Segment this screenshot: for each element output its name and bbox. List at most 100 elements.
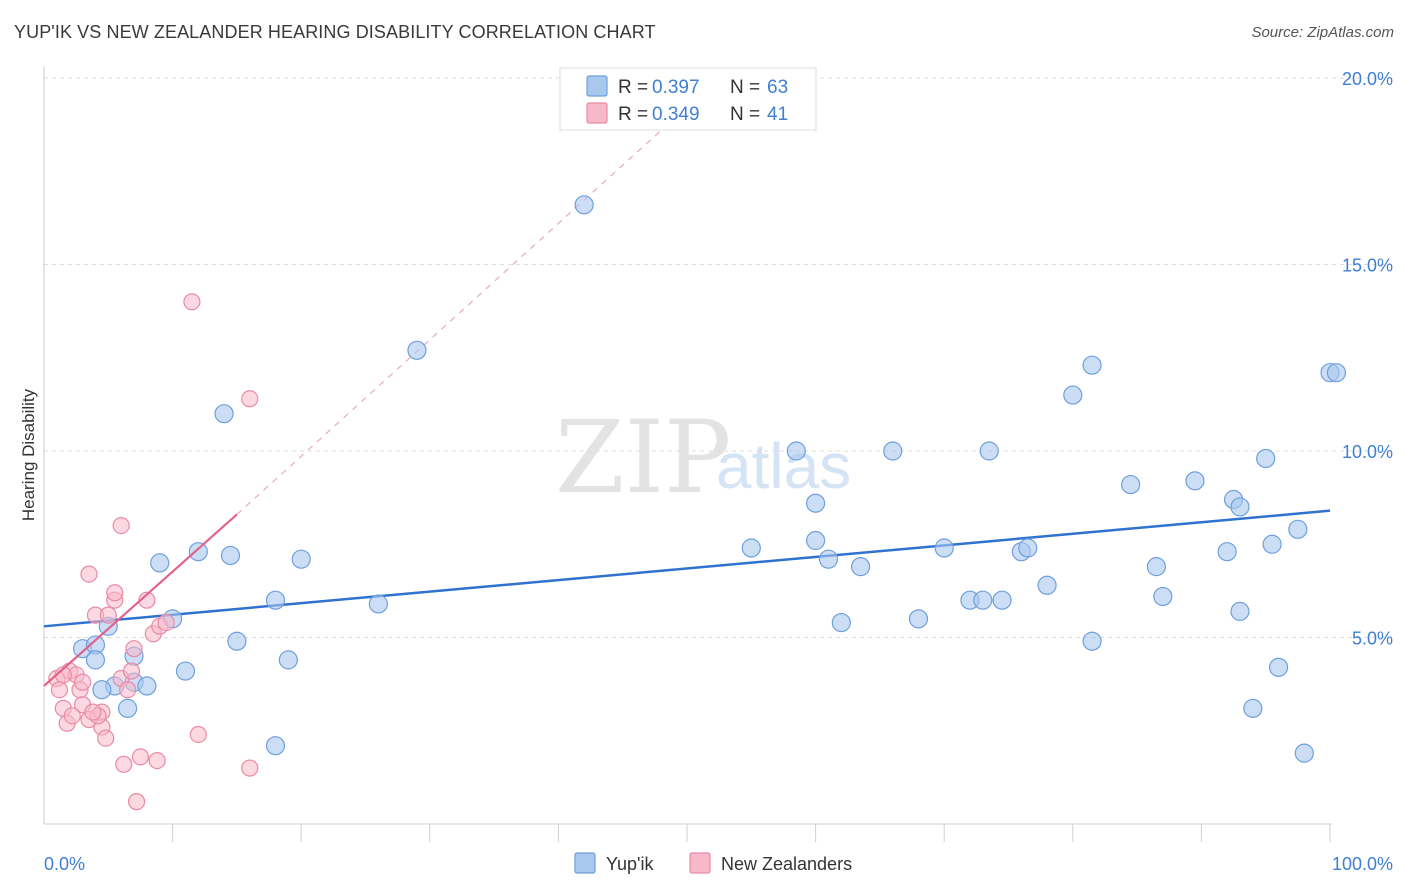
point-new-zealanders xyxy=(148,751,166,770)
point-new-zealanders xyxy=(63,707,81,725)
point-yupik xyxy=(1146,557,1166,577)
point-yupik xyxy=(831,612,851,633)
watermark-zip: ZIP xyxy=(555,399,731,516)
y-tick-label: 15.0% xyxy=(1342,256,1393,276)
trend-line-yupik xyxy=(43,509,1331,628)
correlation-legend: R = 0.397 N = 63 R = 0.349 N = 41 xyxy=(559,67,817,131)
point-yupik xyxy=(1230,497,1250,517)
point-yupik xyxy=(805,530,826,551)
x-axis-ticks xyxy=(172,824,1331,842)
point-yupik xyxy=(973,590,993,610)
watermark-atlas: atlas xyxy=(716,430,851,502)
point-yupik xyxy=(1230,601,1250,621)
point-new-zealanders xyxy=(183,293,201,311)
point-yupik xyxy=(1121,474,1141,495)
legend-r-value-new-zealanders: 0.349 xyxy=(652,104,700,125)
point-yupik xyxy=(265,590,286,610)
point-new-zealanders xyxy=(131,748,150,766)
point-new-zealanders xyxy=(189,725,207,744)
point-yupik xyxy=(85,650,106,670)
point-new-zealanders xyxy=(122,662,141,680)
point-yupik xyxy=(368,594,388,614)
legend-n-value-yupik: 63 xyxy=(767,77,788,98)
legend-n-value-new-zealanders: 41 xyxy=(767,104,788,125)
point-yupik xyxy=(265,736,286,756)
legend-r-value-yupik: 0.397 xyxy=(652,77,700,98)
point-yupik xyxy=(1153,586,1173,607)
point-new-zealanders xyxy=(80,565,98,583)
point-yupik xyxy=(1185,471,1205,491)
legend-swatch-yupik xyxy=(586,75,608,97)
trend-line-new-zealanders xyxy=(43,513,238,687)
watermark: ZIP atlas xyxy=(555,399,851,516)
point-yupik xyxy=(92,680,112,700)
point-yupik xyxy=(851,557,871,577)
legend-n-label-yupik: N = xyxy=(730,77,760,98)
point-yupik xyxy=(1326,363,1347,383)
point-yupik xyxy=(818,549,839,569)
point-new-zealanders xyxy=(115,755,133,773)
point-yupik xyxy=(1294,743,1314,763)
point-new-zealanders xyxy=(118,681,137,699)
data-points xyxy=(43,195,1347,811)
point-new-zealanders xyxy=(50,681,69,699)
point-yupik xyxy=(1217,542,1237,562)
point-yupik xyxy=(1268,657,1289,677)
point-new-zealanders xyxy=(84,703,102,721)
y-tick-label: 5.0% xyxy=(1352,629,1393,649)
legend-r-label-new-zealanders: R = xyxy=(618,104,648,125)
point-yupik xyxy=(934,538,954,558)
legend-n-label-new-zealanders: N = xyxy=(730,104,760,125)
point-yupik xyxy=(117,698,138,718)
point-yupik xyxy=(741,538,761,558)
point-yupik xyxy=(1082,355,1102,375)
x-tick-label-max: 100.0% xyxy=(1332,854,1393,874)
point-new-zealanders xyxy=(99,606,117,624)
source-credit: Source: ZipAtlas.com xyxy=(1251,24,1394,41)
legend-swatch-new-zealanders xyxy=(586,102,608,124)
trend-lines xyxy=(43,129,1331,628)
series-swatch-yupik xyxy=(574,852,596,874)
point-yupik xyxy=(291,549,311,569)
point-yupik xyxy=(137,676,157,696)
gridlines xyxy=(44,77,1392,638)
point-new-zealanders xyxy=(241,390,259,408)
y-tick-label: 10.0% xyxy=(1342,442,1393,462)
y-axis-label: Hearing Disability xyxy=(19,388,38,521)
point-yupik xyxy=(278,650,298,670)
point-yupik xyxy=(1082,631,1102,651)
point-yupik xyxy=(1262,534,1282,554)
point-yupik xyxy=(188,542,208,562)
y-tick-labels: 5.0% 10.0% 15.0% 20.0% xyxy=(1342,69,1393,649)
series-swatch-new-zealanders xyxy=(689,852,711,874)
point-yupik xyxy=(786,441,806,461)
point-yupik xyxy=(175,661,196,681)
point-yupik xyxy=(407,340,427,360)
point-yupik xyxy=(1288,519,1308,539)
point-yupik xyxy=(979,441,999,461)
point-yupik xyxy=(908,609,929,629)
point-yupik xyxy=(1037,575,1057,595)
x-tick-label-min: 0.0% xyxy=(44,854,85,874)
point-yupik xyxy=(1063,385,1083,405)
point-new-zealanders xyxy=(127,793,146,811)
point-new-zealanders xyxy=(97,729,115,747)
point-new-zealanders xyxy=(112,516,130,535)
point-new-zealanders xyxy=(157,613,175,632)
series-label-yupik: Yup'ik xyxy=(606,854,654,874)
point-yupik xyxy=(574,195,594,215)
chart-title: YUP'IK VS NEW ZEALANDER HEARING DISABILI… xyxy=(14,22,656,42)
point-new-zealanders xyxy=(125,640,143,658)
point-new-zealanders xyxy=(106,584,124,602)
y-tick-label: 20.0% xyxy=(1342,69,1393,89)
point-yupik xyxy=(1018,538,1038,558)
point-yupik xyxy=(214,404,234,424)
series-label-new-zealanders: New Zealanders xyxy=(721,854,852,874)
legend-r-label-yupik: R = xyxy=(618,77,648,98)
point-new-zealanders xyxy=(241,759,259,777)
point-yupik xyxy=(805,493,826,513)
point-new-zealanders xyxy=(73,673,92,691)
point-yupik xyxy=(227,631,247,651)
point-yupik xyxy=(220,545,241,566)
